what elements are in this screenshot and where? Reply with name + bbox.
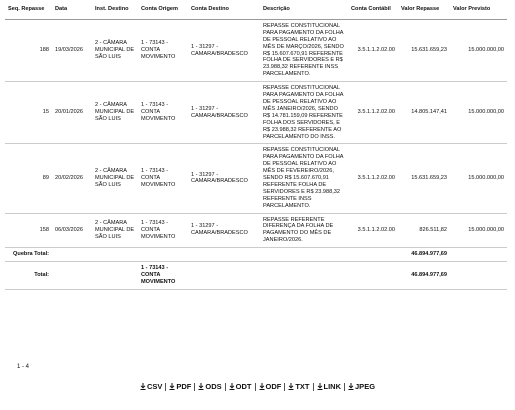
export-label: ODF: [265, 382, 282, 391]
total-value: 46.894.977,69: [398, 261, 450, 290]
cell: 15.000.000,00: [450, 213, 507, 249]
download-icon: [229, 383, 235, 390]
cell: 1 - 73143 - CONTA MOVIMENTO: [138, 19, 188, 83]
header-row: Seq. Repasse Data Inst. Destino Conta Orige…: [5, 4, 507, 20]
cell: REPASSE CONSTITUCIONAL PARA PAGAMENTO DA…: [260, 143, 348, 214]
cell: 1 - 31297 - CAMARA/BRADESCO: [188, 19, 260, 83]
pagination: 1 - 4: [17, 364, 30, 370]
export-link[interactable]: PDF: [165, 383, 194, 391]
export-label: JPEG: [355, 382, 376, 391]
empty-cell: [450, 261, 507, 290]
empty-cell: [52, 261, 92, 290]
export-label: ODT: [235, 382, 252, 391]
export-link[interactable]: TXT: [284, 383, 312, 391]
column-header[interactable]: Conta Destino: [188, 4, 260, 20]
total-account: 1 - 73143 - CONTA MOVIMENTO: [138, 261, 188, 290]
data-row: 89 20/02/2026 2 - CÂMARA MUNICIPAL DE SÃO …: [5, 143, 507, 214]
empty-cell: [260, 261, 348, 290]
cell: 15.000.000,00: [450, 81, 507, 145]
cell: REPASSE CONSTITUCIONAL PARA PAGAMENTO DA…: [260, 19, 348, 83]
subtotal-value: 46.894.977,69: [398, 247, 450, 263]
export-bar: CSV PDF ODS ODT ODF TXT LINK JPEG: [0, 382, 515, 391]
column-header[interactable]: Conta Contábil: [348, 4, 398, 20]
export-link[interactable]: LINK: [312, 382, 345, 391]
download-icon: [317, 383, 323, 390]
column-header[interactable]: Inst. Destino: [92, 4, 138, 20]
download-icon: [259, 383, 264, 390]
column-header[interactable]: Data: [52, 4, 92, 20]
cell: 15.631.659,23: [398, 143, 450, 214]
cell: 15.000.000,00: [450, 19, 507, 83]
subtotal-label: Quebra Total:: [5, 247, 52, 263]
cell: 3.5.1.1.2.02.00: [348, 143, 398, 214]
column-header[interactable]: Valor Repasse: [398, 4, 450, 20]
cell: 14.805.147,41: [398, 81, 450, 145]
cell: 15: [5, 81, 52, 145]
cell: 2 - CÂMARA MUNICIPAL DE SÃO LUIS: [92, 143, 138, 214]
cell: 3.5.1.1.2.02.00: [348, 19, 398, 83]
cell: 188: [5, 19, 52, 83]
empty-cell: [260, 247, 348, 263]
cell: 19/03/2026: [52, 19, 92, 83]
export-link[interactable]: ODS: [194, 383, 224, 391]
cell: 2 - CÂMARA MUNICIPAL DE SÃO LUIS: [92, 19, 138, 83]
empty-cell: [52, 247, 92, 263]
cell: 89: [5, 143, 52, 214]
total-row: Total: 1 - 73143 - CONTA MOVIMENTO 46.894.…: [5, 261, 507, 290]
column-header[interactable]: Valor Previsto: [450, 4, 507, 20]
data-row: 188 19/03/2026 2 - CÂMARA MUNICIPAL DE SÃO…: [5, 19, 507, 83]
empty-cell: [450, 247, 507, 263]
empty-cell: [348, 247, 398, 263]
cell: 1 - 31297 - CAMARA/BRADESCO: [188, 213, 260, 249]
cell: 20/02/2026: [52, 143, 92, 214]
download-icon: [140, 383, 146, 390]
cell: REPASSE CONSTITUCIONAL PARA PAGAMENTO DA…: [260, 81, 348, 145]
empty-cell: [348, 261, 398, 290]
report: Seq. Repasse Data Inst. Destino Conta Orige…: [5, 4, 507, 290]
empty-cell: [138, 247, 188, 263]
export-label: LINK: [323, 382, 342, 391]
download-icon: [169, 383, 175, 390]
empty-cell: [188, 247, 260, 263]
column-header[interactable]: Conta Origem: [138, 4, 188, 20]
download-icon: [348, 383, 354, 390]
data-row: 15 20/01/2026 2 - CÂMARA MUNICIPAL DE SÃO …: [5, 81, 507, 145]
export-label: PDF: [176, 382, 192, 391]
export-link[interactable]: ODT: [224, 382, 255, 391]
empty-cell: [92, 261, 138, 290]
export-label: CSV: [146, 382, 163, 391]
cell: 15.631.659,23: [398, 19, 450, 83]
cell: 15.000.000,00: [450, 143, 507, 214]
empty-cell: [92, 247, 138, 263]
cell: 158: [5, 213, 52, 249]
cell: 06/03/2026: [52, 213, 92, 249]
empty-cell: [188, 261, 260, 290]
cell: 2 - CÂMARA MUNICIPAL DE SÃO LUIS: [92, 81, 138, 145]
cell: 1 - 31297 - CAMARA/BRADESCO: [188, 143, 260, 214]
cell: 3.5.1.1.2.02.00: [348, 213, 398, 249]
cell: 20/01/2026: [52, 81, 92, 145]
cell: 1 - 73143 - CONTA MOVIMENTO: [138, 213, 188, 249]
cell: 1 - 73143 - CONTA MOVIMENTO: [138, 143, 188, 214]
cell: 1 - 31297 - CAMARA/BRADESCO: [188, 81, 260, 145]
subtotal-row: Quebra Total: 46.894.977,69: [5, 247, 507, 263]
cell: 1 - 73143 - CONTA MOVIMENTO: [138, 81, 188, 145]
export-link[interactable]: CSV: [137, 383, 165, 391]
export-label: ODS: [205, 382, 222, 391]
export-link[interactable]: ODF: [254, 382, 285, 391]
export-label: TXT: [295, 382, 310, 391]
download-icon: [198, 383, 204, 390]
cell: REPASSE REFERENTE DIFERENÇA DA FOLHA DE …: [260, 213, 348, 249]
transfers-table: Seq. Repasse Data Inst. Destino Conta Orige…: [5, 4, 507, 290]
cell: 3.5.1.1.2.02.00: [348, 81, 398, 145]
data-row: 158 06/03/2026 2 - CÂMARA MUNICIPAL DE SÃO…: [5, 213, 507, 249]
column-header[interactable]: Descrição: [260, 4, 348, 20]
column-header[interactable]: Seq. Repasse: [5, 4, 52, 20]
download-icon: [288, 383, 294, 390]
cell: 2 - CÂMARA MUNICIPAL DE SÃO LUIS: [92, 213, 138, 249]
export-link[interactable]: JPEG: [344, 383, 378, 391]
total-label: Total:: [5, 261, 52, 290]
cell: 826.511,82: [398, 213, 450, 249]
